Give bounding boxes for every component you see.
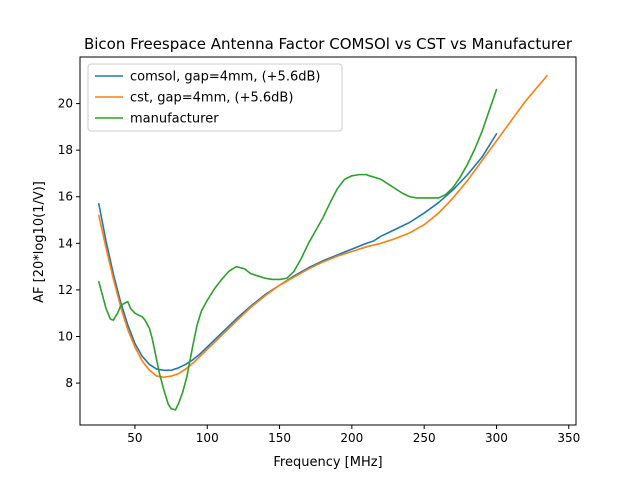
- y-tick-label: 12: [58, 283, 73, 297]
- x-axis-label: Frequency [MHz]: [273, 455, 382, 470]
- y-tick-label: 8: [65, 376, 73, 390]
- legend-entry: comsol, gap=4mm, (+5.6dB): [130, 70, 320, 85]
- series-line-0: [98, 133, 498, 372]
- y-tick-label: 20: [58, 97, 73, 111]
- legend-entry: cst, gap=4mm, (+5.6dB): [130, 91, 293, 106]
- x-tick-label: 150: [268, 431, 291, 445]
- plot-frame: [79, 56, 577, 426]
- legend: comsol, gap=4mm, (+5.6dB) cst, gap=4mm, (…: [87, 63, 343, 132]
- y-tick-label: 10: [58, 329, 73, 343]
- legend-entry: manufacturer: [130, 112, 219, 127]
- x-tick-label: 200: [340, 431, 363, 445]
- y-tick-label: 14: [58, 236, 73, 250]
- x-tick-label: 250: [413, 431, 436, 445]
- y-tick-label: 18: [58, 143, 73, 157]
- x-tick-label: 300: [485, 431, 508, 445]
- chart-title: Bicon Freespace Antenna Factor COMSOl vs…: [84, 35, 573, 53]
- series-line-1: [98, 74, 548, 379]
- x-tick-label: 50: [127, 431, 142, 445]
- x-axis: 50 100 150 200 250 300 350: [127, 425, 580, 445]
- y-axis: 8 10 12 14 16 18 20: [58, 97, 80, 390]
- y-axis-label: AF [20*log10(1/V)]: [32, 181, 47, 303]
- y-tick-label: 16: [58, 190, 73, 204]
- x-tick-label: 350: [557, 431, 580, 445]
- series-line-2: [98, 88, 498, 411]
- legend-box: [87, 63, 343, 132]
- plot-area: [98, 74, 548, 411]
- x-tick-label: 100: [196, 431, 219, 445]
